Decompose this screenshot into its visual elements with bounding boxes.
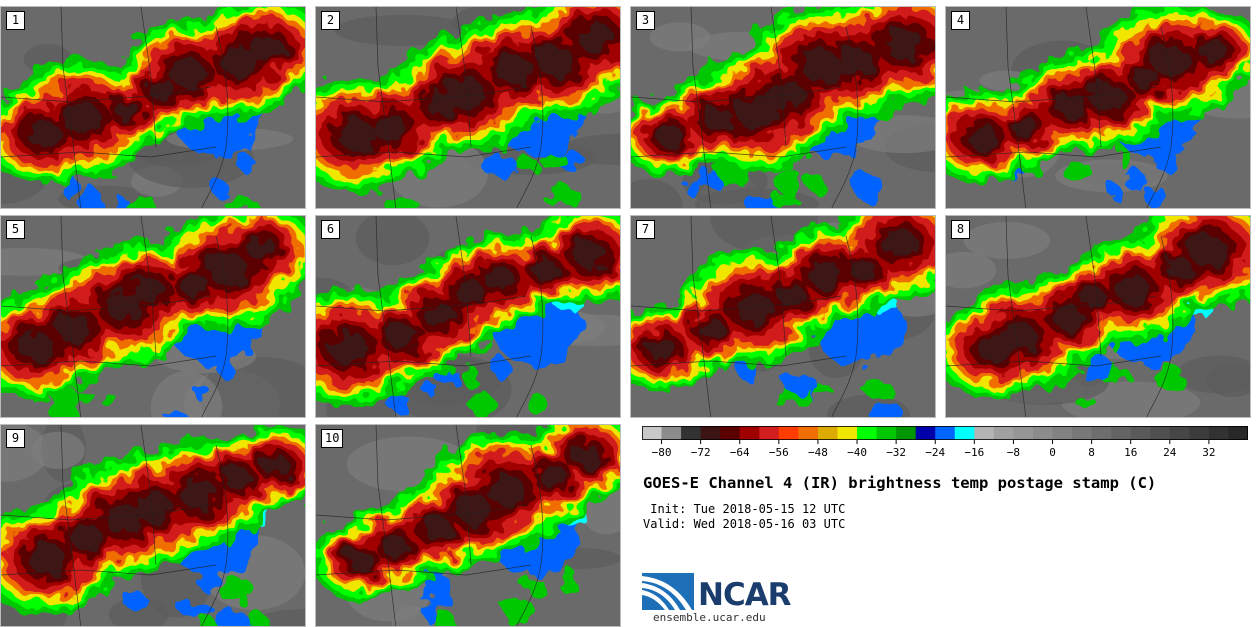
stamp-panel-5: 5 [0, 215, 306, 418]
ir-imagery [1, 7, 305, 208]
colorbar: −80 −72 −64 −56 −48 −40 −32 −24 −16 −8 0 8 16 24 32 [642, 426, 1248, 459]
panel-number: 4 [951, 11, 970, 30]
colorbar-swatch [661, 426, 682, 440]
colorbar-swatch [700, 426, 721, 440]
colorbar-tick-label: −32 [886, 446, 906, 459]
colorbar-swatch [739, 426, 760, 440]
colorbar-swatch [935, 426, 956, 440]
colorbar-tick-label: −64 [730, 446, 750, 459]
colorbar-swatch [1052, 426, 1073, 440]
colorbar-tick-label: −56 [769, 446, 789, 459]
colorbar-swatch [759, 426, 780, 440]
ir-imagery [316, 425, 620, 626]
colorbar-tick-label: 0 [1049, 446, 1056, 459]
panel-number: 9 [6, 429, 25, 448]
colorbar-swatch [1228, 426, 1248, 440]
colorbar-swatch [1111, 426, 1132, 440]
colorbar-tick-label: −8 [1007, 446, 1020, 459]
colorbar-swatch [1208, 426, 1229, 440]
colorbar-tick-label: −80 [652, 446, 672, 459]
ir-imagery [946, 7, 1250, 208]
colorbar-swatch [720, 426, 741, 440]
colorbar-tick-label: 16 [1124, 446, 1137, 459]
colorbar-swatch [993, 426, 1014, 440]
colorbar-swatch [1091, 426, 1112, 440]
colorbar-swatch [1130, 426, 1151, 440]
ncar-logo-icon [642, 573, 694, 610]
colorbar-border [642, 426, 1248, 440]
ir-imagery [631, 216, 935, 417]
valid-time: Valid: Wed 2018-05-16 03 UTC [643, 517, 846, 531]
stamp-panel-6: 6 [315, 215, 621, 418]
panel-number: 3 [636, 11, 655, 30]
colorbar-swatch [778, 426, 799, 440]
colorbar-swatch [1169, 426, 1190, 440]
colorbar-tick-label: 24 [1163, 446, 1177, 459]
colorbar-swatch [798, 426, 819, 440]
figure-title: GOES-E Channel 4 (IR) brightness temp po… [643, 474, 1157, 492]
colorbar-tick-label: −72 [691, 446, 711, 459]
colorbar-swatch [857, 426, 878, 440]
colorbar-swatch [1032, 426, 1054, 440]
colorbar-swatch [1013, 426, 1034, 440]
ir-imagery [316, 7, 620, 208]
colorbar-swatch [837, 426, 858, 440]
ir-imagery [631, 7, 935, 208]
panel-number: 5 [6, 220, 25, 239]
colorbar-tick-label: −16 [964, 446, 984, 459]
colorbar-tick-label: −24 [925, 446, 945, 459]
colorbar-swatch [642, 426, 663, 440]
colorbar-tick-label: 32 [1202, 446, 1215, 459]
colorbar-swatch [915, 426, 936, 440]
ir-imagery [1, 216, 305, 417]
panel-number: 7 [636, 220, 655, 239]
stamp-panel-10: 10 [315, 424, 621, 627]
stamp-panel-7: 7 [630, 215, 936, 418]
stamp-panel-2: 2 [315, 6, 621, 209]
colorbar-tick-label: 8 [1088, 446, 1095, 459]
colorbar-swatch [681, 426, 702, 440]
colorbar-swatch [896, 426, 917, 440]
colorbar-swatch [974, 426, 995, 440]
colorbar-tick-label: −40 [847, 446, 867, 459]
panel-number: 10 [321, 429, 344, 448]
colorbar-swatch [1189, 426, 1210, 440]
panel-number: 1 [6, 11, 25, 30]
init-time: Init: Tue 2018-05-15 12 UTC [643, 502, 846, 516]
stamp-panel-9: 9 [0, 424, 306, 627]
ir-imagery [946, 216, 1250, 417]
stamp-panel-1: 1 [0, 6, 306, 209]
colorbar-swatch [876, 426, 897, 440]
panel-number: 6 [321, 220, 340, 239]
site-url: ensemble.ucar.edu [653, 611, 766, 624]
colorbar-swatch [1072, 426, 1093, 440]
colorbar-swatch [1150, 426, 1171, 440]
colorbar-swatch [817, 426, 838, 440]
logo-wordmark: NCAR [698, 577, 792, 613]
colorbar-tick-label: −48 [808, 446, 828, 459]
stamp-panel-3: 3 [630, 6, 936, 209]
colorbar-swatch [954, 426, 975, 440]
stamp-panel-4: 4 [945, 6, 1251, 209]
ir-imagery [316, 216, 620, 417]
stamp-panel-8: 8 [945, 215, 1251, 418]
panel-number: 8 [951, 220, 970, 239]
ir-imagery [1, 425, 305, 626]
panel-number: 2 [321, 11, 340, 30]
